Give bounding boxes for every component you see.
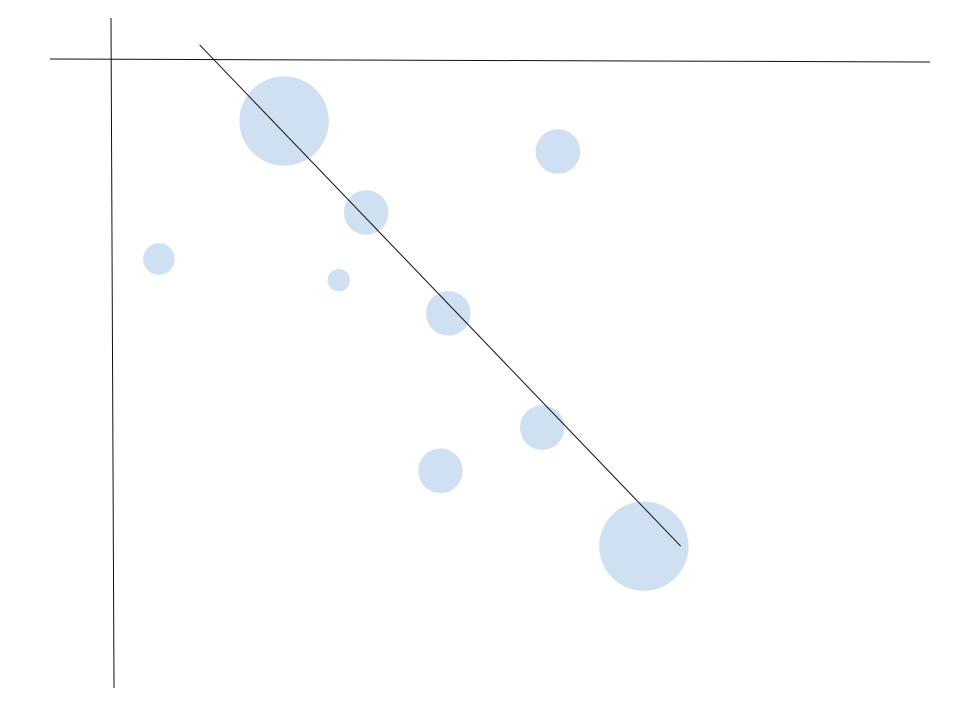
bubble-layer <box>143 76 689 591</box>
bubble-point <box>239 76 329 166</box>
bubble-point <box>426 291 471 336</box>
x-axis-line <box>49 58 931 63</box>
bubble-point <box>327 269 350 292</box>
bubble-point <box>343 190 389 235</box>
bubble-point <box>143 243 175 275</box>
trend-line <box>199 44 682 547</box>
y-axis-line <box>110 17 115 689</box>
bubble-point <box>535 129 581 174</box>
bubble-point <box>599 501 689 591</box>
bubble-point <box>418 448 463 494</box>
bubble-point <box>519 405 565 450</box>
